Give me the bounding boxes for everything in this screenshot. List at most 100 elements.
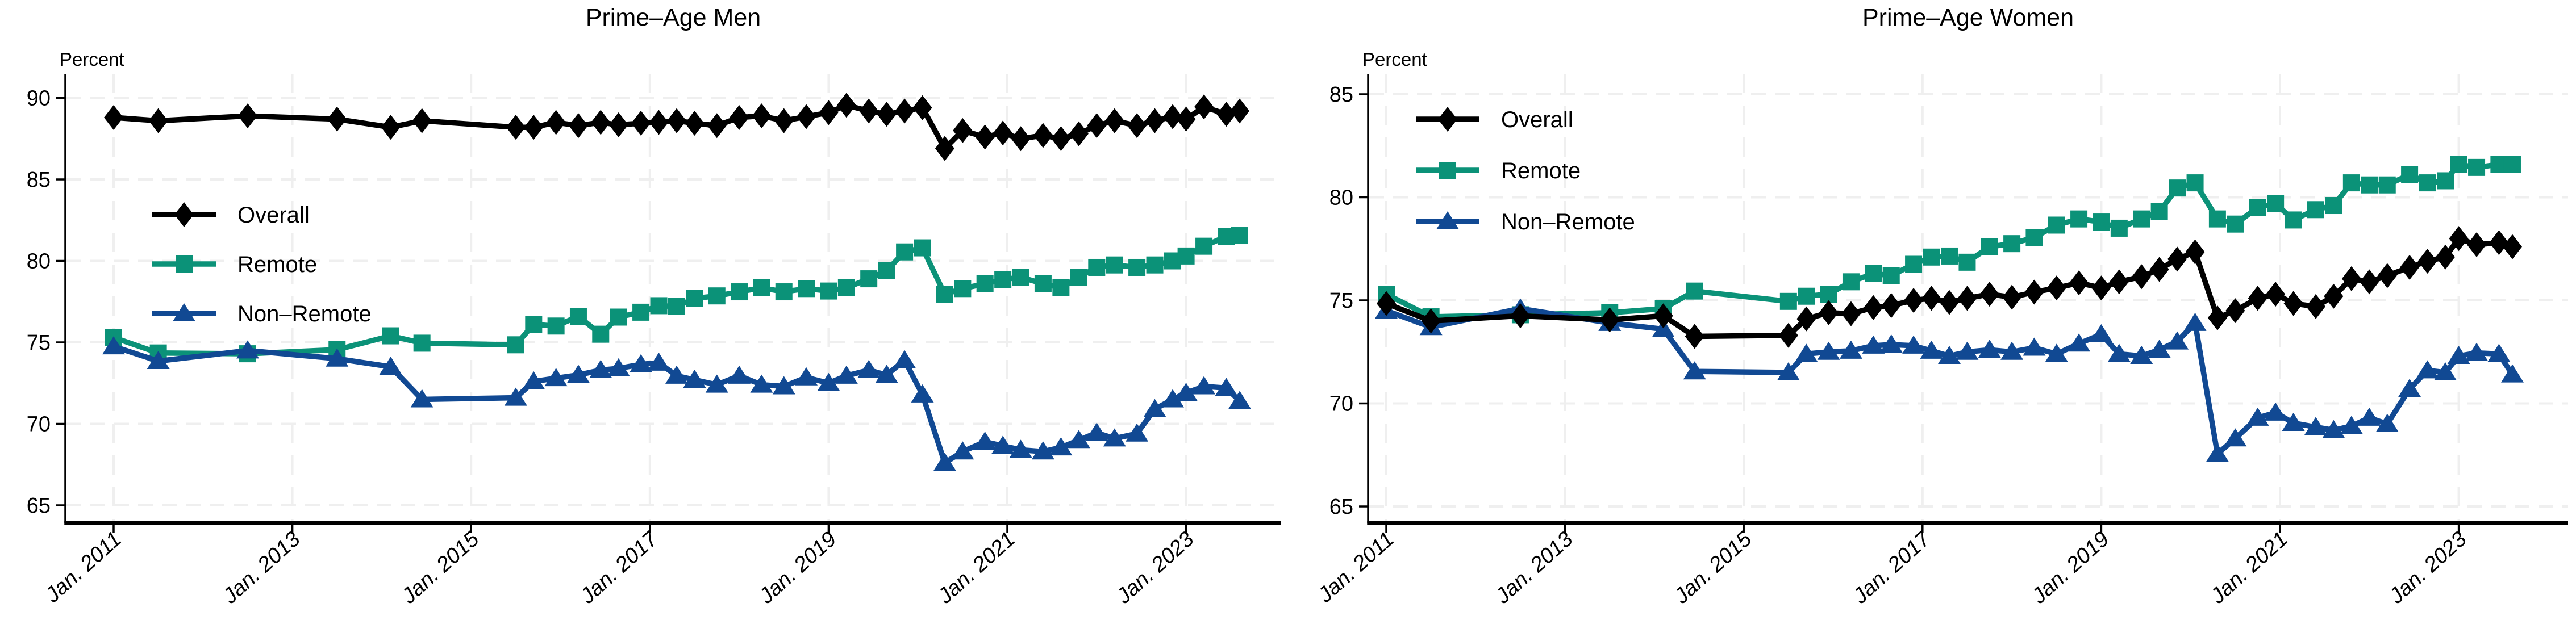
series-remote-marker [1012,269,1029,286]
series-remote-marker [1798,287,1815,305]
series-non-remote-marker [2148,340,2171,358]
series-non-remote-marker [2340,416,2363,434]
series-overall-marker [975,124,995,150]
series-remote-marker [1686,282,1703,300]
series-non-remote-marker [326,348,349,367]
legend-label: Overall [237,203,310,228]
series-non-remote-marker [102,336,125,355]
series-non-remote-marker [1103,428,1126,447]
legend-item-non-remote: Non–Remote [1416,210,1635,234]
y-tick-label: 70 [1329,392,1353,416]
series-remote-marker [1981,238,1998,255]
series-remote-marker [1940,247,1958,265]
series-non-remote-marker [1879,334,1903,353]
series-overall-marker [524,115,544,140]
series-non-remote-marker [2183,312,2207,331]
series-remote-marker [382,327,399,345]
series-overall-marker [1939,290,1959,315]
series-overall-marker [2024,279,2044,305]
series-overall-marker [1127,113,1147,139]
y-tick-label: 65 [1329,495,1353,519]
legend-label: Non–Remote [237,301,372,326]
series-remote-marker [2437,172,2454,190]
series-remote-marker [1177,247,1195,265]
series-overall-marker [1087,113,1107,139]
series-overall-marker [1145,108,1165,133]
series-overall-marker [1841,301,1861,326]
series-remote-marker [2361,176,2378,194]
y-tick-label: 80 [27,250,51,274]
series-non-remote-marker [728,365,751,384]
series-non-remote-marker [973,432,997,450]
series-overall-marker [568,113,588,139]
series-non-remote-marker [817,372,840,391]
series-overall-marker [2436,244,2456,270]
series-remote-marker [2325,197,2342,215]
series-non-remote-marker [522,371,545,389]
series-remote-marker [2025,229,2043,246]
series-remote-marker [2249,199,2266,216]
series-remote-marker [2468,158,2486,176]
y-tick-label: 70 [27,413,51,437]
series-non-remote-marker [2166,331,2189,350]
series-overall-marker [1778,322,1798,348]
series-overall-marker [912,95,932,120]
series-non-remote-marker [566,365,590,383]
series-overall-marker [707,113,727,139]
series-overall-marker [1819,300,1839,325]
series-overall-marker [2283,291,2303,316]
series-overall-marker [2377,263,2397,288]
series-overall-marker [2489,230,2509,255]
series-remote-marker [1923,248,1940,266]
panel-prime-age-women: 65 70 75 80 85 Jan. 2011 Jan. 2013 Jan. 2015 Jan… [1313,4,2568,609]
y-tick-label: 90 [27,87,51,111]
series-non-remote [102,336,1251,471]
series-non-remote-marker [835,365,858,384]
series-non-remote-marker [2375,413,2399,432]
series-non-remote-marker [2358,407,2381,426]
series-remote-marker [976,275,994,292]
series-overall-marker [2149,257,2169,282]
legend: Overall Remote Non–Remote [1416,107,1635,234]
series-non-remote-marker [2107,343,2131,362]
series-non-remote-marker [991,435,1015,454]
series-non-remote-marker [589,359,612,378]
series-non-remote-marker [647,352,670,371]
series-non-remote-marker [1683,361,1706,380]
series-non-remote-marker [236,340,259,359]
series-overall-marker [1377,291,1396,316]
series-remote-marker [708,287,726,305]
series-overall-marker [2324,283,2344,309]
series-non-remote-marker [1795,343,1818,362]
series-remote-marker [2342,174,2360,192]
series-overall-marker [2046,275,2066,301]
series-overall-marker [2360,269,2379,295]
series-remote-marker [798,280,815,298]
x-tick-label: Jan. 2013 [1491,527,1578,609]
x-tick-label: Jan. 2015 [397,527,484,609]
series-overall-marker [752,103,772,129]
series-remote-marker [1034,275,1052,292]
series-remote-marker [2419,174,2436,192]
series-overall-marker [2306,294,2325,319]
series-overall-marker [2417,249,2437,274]
series-non-remote-marker [2500,364,2524,383]
series-non-remote-marker [1902,335,1925,354]
series-overall-marker [774,108,794,133]
series-non-remote-marker [1839,340,1862,359]
series-non-remote-marker [2447,346,2470,365]
series-non-remote-marker [1817,341,1840,360]
series-remote-marker [1842,273,1860,291]
series-remote-marker [994,271,1012,288]
series-overall-marker [2069,270,2089,296]
series-remote-marker [1146,256,1164,274]
legend-item-remote: Remote [1416,158,1581,183]
series-remote-marker [2110,219,2128,237]
series-remote-marker [1779,292,1797,310]
series-overall [1377,226,2522,349]
series-overall-marker [412,108,432,133]
series-overall-marker [2132,264,2152,290]
series-non-remote-marker [147,351,170,370]
series-remote-marker [610,308,627,326]
series-non-remote-marker [1228,391,1251,409]
